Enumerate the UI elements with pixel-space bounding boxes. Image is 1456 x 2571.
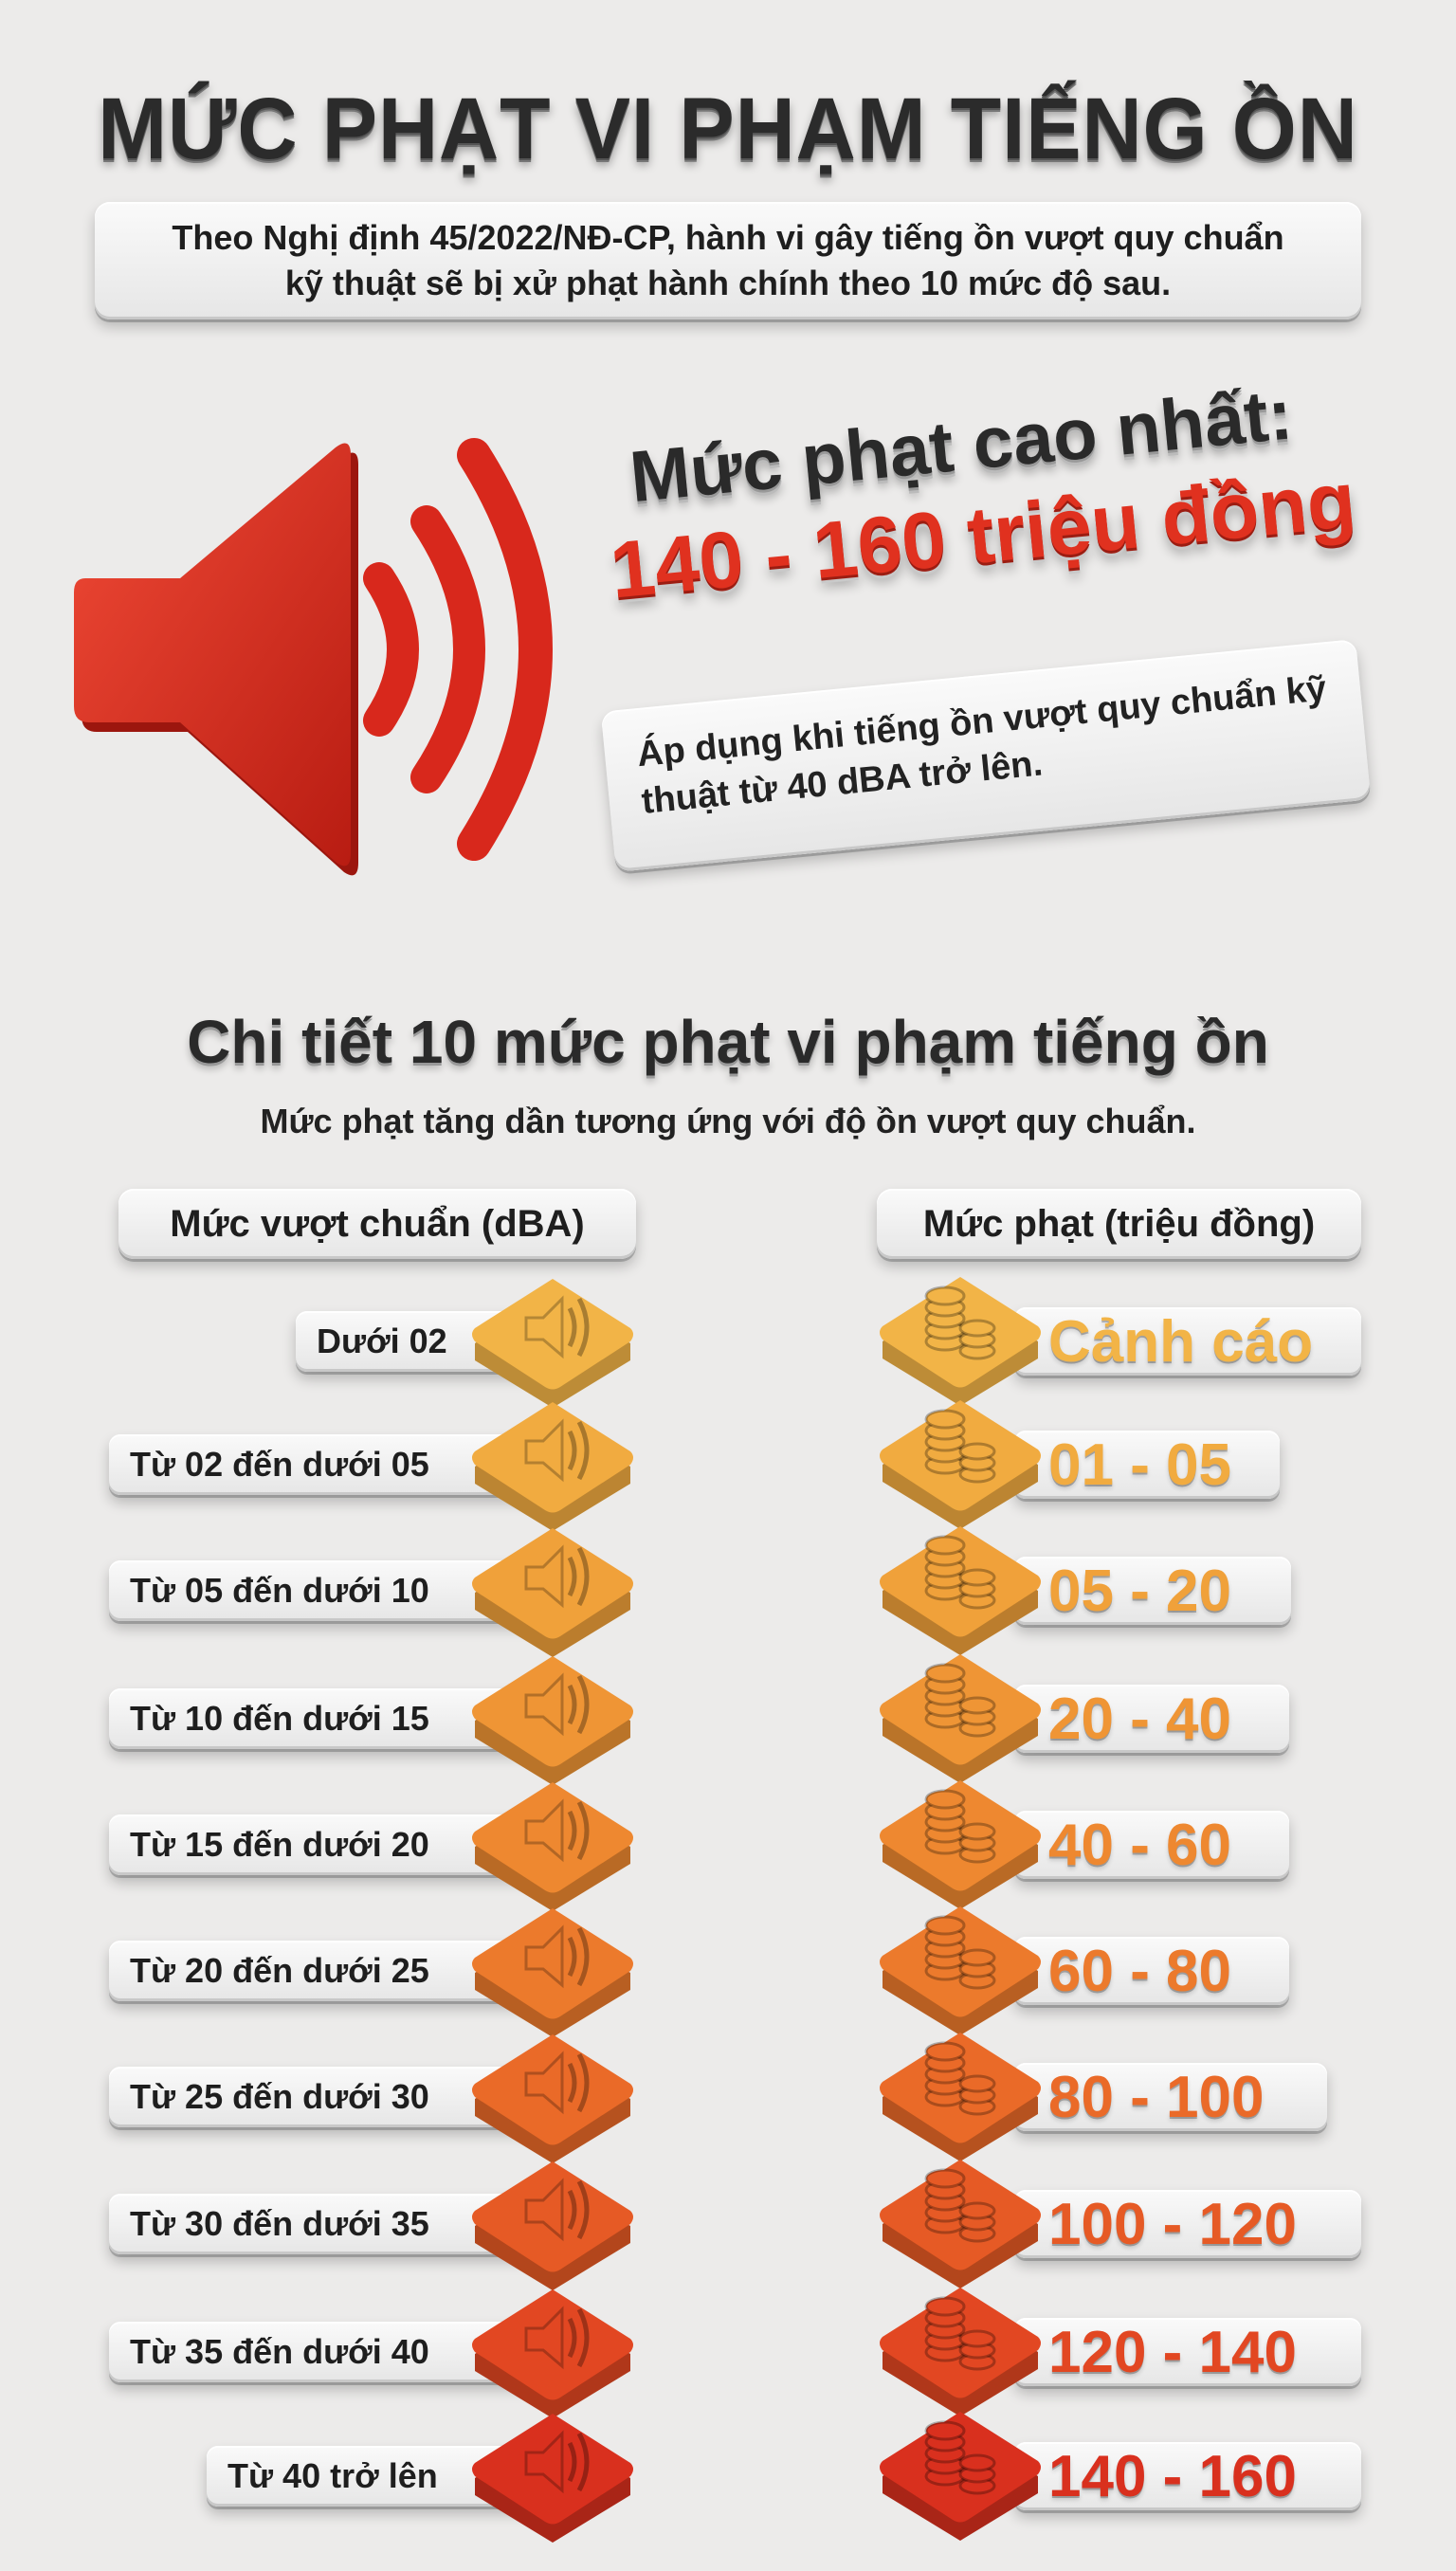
intro-line: kỹ thuật sẽ bị xử phạt hành chính theo 1… bbox=[284, 264, 1172, 302]
fine-amount: 20 - 40 bbox=[1014, 1685, 1289, 1753]
fine-amount: 100 - 120 bbox=[1014, 2190, 1361, 2258]
column-header-level: Mức vượt chuẩn (dBA) bbox=[118, 1189, 636, 1259]
speaker-tile-icon bbox=[469, 2400, 636, 2543]
fine-amount: 40 - 60 bbox=[1014, 1811, 1289, 1879]
intro-line: Theo Nghị định 45/2022/NĐ-CP, hành vi gâ… bbox=[172, 218, 1284, 257]
speaker-tile-icon bbox=[469, 1895, 636, 2037]
section-subtitle: Mức phạt tăng dần tương ứng với độ ồn vư… bbox=[260, 1102, 1196, 1140]
fine-amount: Cảnh cáo bbox=[1014, 1307, 1361, 1376]
speaker-tile-icon bbox=[469, 1515, 636, 1657]
column-header-fine: Mức phạt (triệu đồng) bbox=[877, 1189, 1361, 1259]
intro-box: Theo Nghị định 45/2022/NĐ-CP, hành vi gâ… bbox=[95, 202, 1361, 319]
speaker-tile-icon bbox=[469, 2148, 636, 2290]
coins-tile-icon bbox=[877, 2146, 1044, 2288]
fine-amount: 80 - 100 bbox=[1014, 2063, 1327, 2131]
coins-tile-icon bbox=[877, 1513, 1044, 1655]
max-fine-note: Áp dụng khi tiếng ồn vượt quy chuẩn kỹ t… bbox=[600, 639, 1372, 872]
fine-amount: 01 - 05 bbox=[1014, 1431, 1280, 1499]
speaker-tile-icon bbox=[469, 1769, 636, 1911]
fine-amount: 05 - 20 bbox=[1014, 1557, 1291, 1625]
max-fine-headline: Mức phạt cao nhất: 140 - 160 triệu đồng bbox=[598, 360, 1427, 618]
coins-tile-icon bbox=[877, 2274, 1044, 2416]
fine-amount: 140 - 160 bbox=[1014, 2442, 1361, 2510]
speaker-tile-icon bbox=[469, 1389, 636, 1531]
coins-tile-icon bbox=[877, 1893, 1044, 2035]
coins-tile-icon bbox=[877, 1387, 1044, 1529]
coins-tile-icon bbox=[877, 2398, 1044, 2541]
speaker-loud-icon bbox=[74, 438, 553, 876]
section-title: Chi tiết 10 mức phạt vi phạm tiếng ồn bbox=[187, 1008, 1269, 1076]
speaker-tile-icon bbox=[469, 2276, 636, 2418]
coins-tile-icon bbox=[877, 2019, 1044, 2161]
speaker-tile-icon bbox=[469, 1266, 636, 1408]
page-title: MỨC PHẠT VI PHẠM TIẾNG ỒN bbox=[98, 81, 1358, 177]
fine-amount: 60 - 80 bbox=[1014, 1937, 1289, 2005]
coins-tile-icon bbox=[877, 1641, 1044, 1783]
speaker-tile-icon bbox=[469, 2021, 636, 2163]
coins-tile-icon bbox=[877, 1767, 1044, 1909]
fine-amount: 120 - 140 bbox=[1014, 2318, 1361, 2386]
speaker-tile-icon bbox=[469, 1643, 636, 1785]
coins-tile-icon bbox=[877, 1264, 1044, 1406]
